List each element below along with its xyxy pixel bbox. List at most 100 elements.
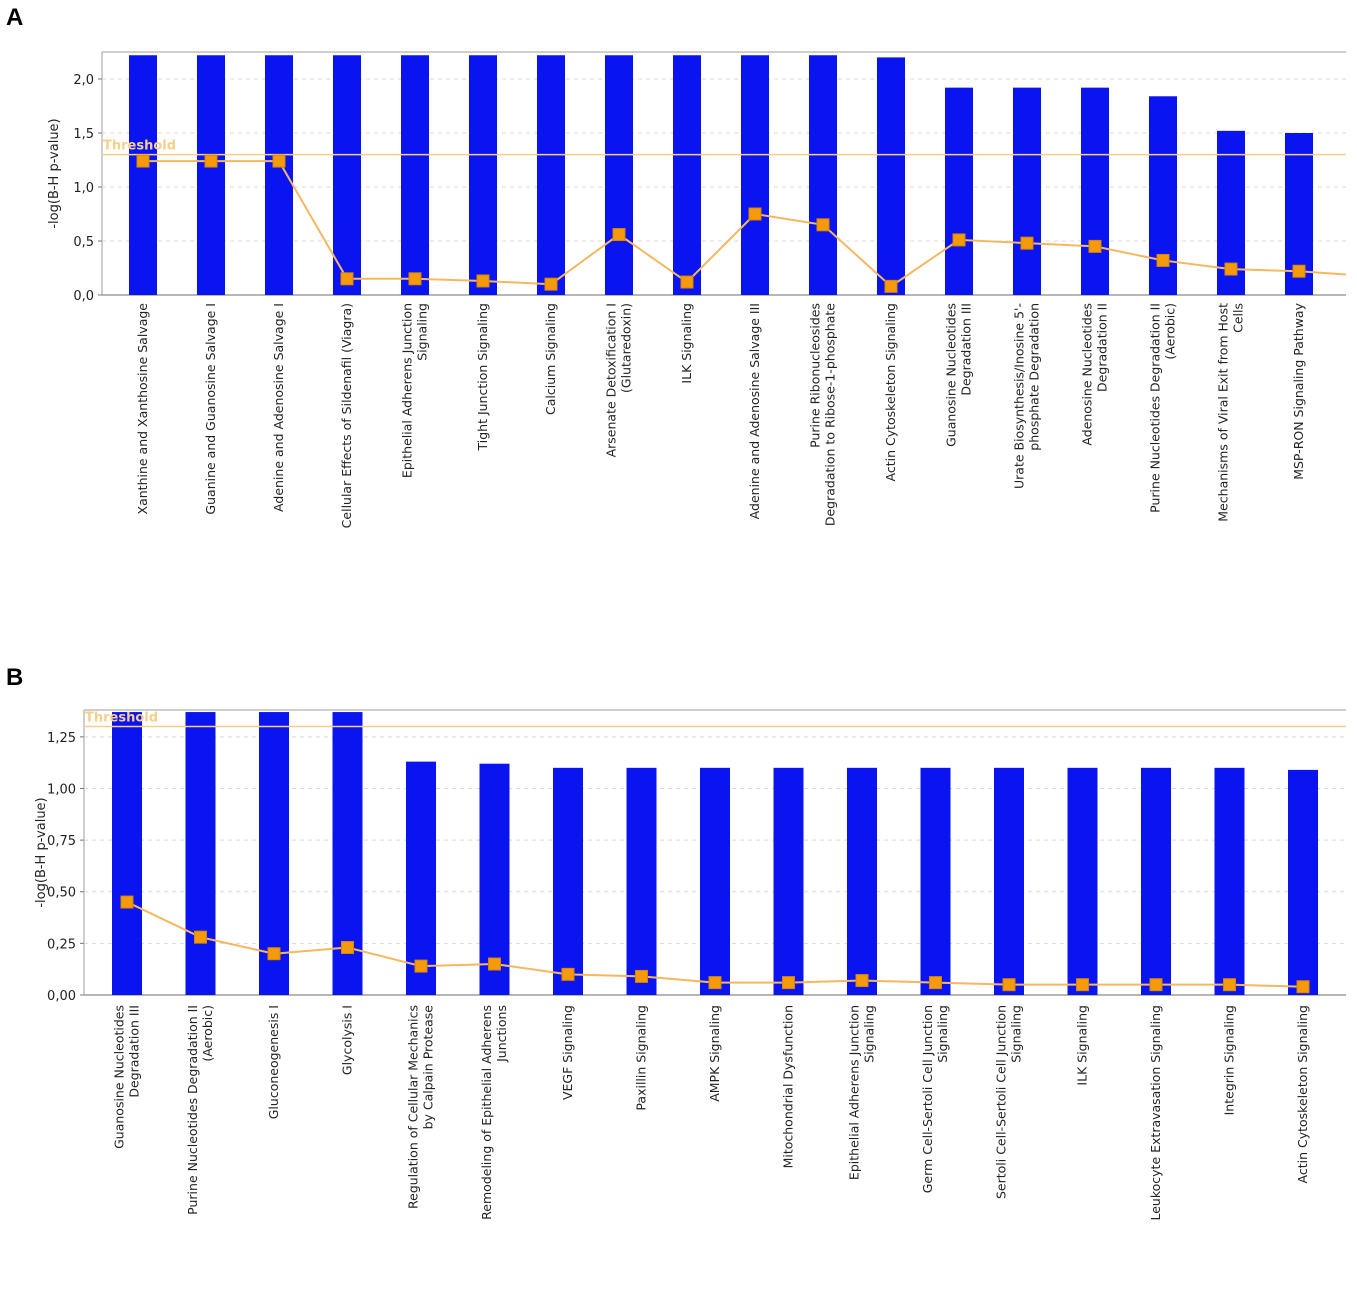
y-tick-label: 0,00 — [47, 989, 76, 1004]
category-label-line: Signaling — [935, 1005, 950, 1063]
category-label-line: Regulation of Cellular Mechanics — [406, 1005, 421, 1209]
ratio-marker — [340, 272, 354, 286]
ratio-marker — [680, 275, 694, 289]
ratio-marker — [561, 967, 575, 981]
bar — [406, 761, 436, 995]
bar — [1288, 769, 1318, 995]
bar — [265, 55, 293, 295]
ratio-marker — [855, 974, 869, 988]
bar — [847, 767, 877, 995]
category-label: VEGF Signaling — [560, 1005, 575, 1100]
bar — [605, 55, 633, 295]
ratio-marker — [1020, 236, 1034, 250]
category-label: Adenosine Nucleotides Degradation II — [1080, 303, 1110, 446]
category-label-line: Mechanisms of Viral Exit from Host — [1216, 303, 1231, 522]
bar — [333, 55, 361, 295]
category-label: AMPK Signaling — [707, 1005, 722, 1102]
category-label: Xanthine and Xanthosine Salvage — [135, 303, 150, 515]
category-label-line: Signaling — [1009, 1005, 1024, 1063]
bar — [1067, 767, 1098, 995]
category-label-line: Guanine and Guanosine Salvage I — [203, 303, 218, 515]
category-label-line: Adenine and Adenosine Salvage I — [271, 303, 286, 512]
bar — [1214, 767, 1245, 995]
category-label-line: (Glutaredoxin) — [619, 303, 634, 393]
ratio-marker — [120, 895, 134, 909]
ratio-marker — [884, 279, 898, 293]
category-label: Guanine and Guanosine Salvage I — [203, 303, 218, 515]
threshold-label: Threshold — [103, 139, 176, 154]
category-label: Remodeling of Epithelial Adherens Junctio… — [479, 1005, 509, 1220]
category-label: Actin Cytoskeleton Signaling — [883, 303, 898, 481]
y-tick-label: 0,25 — [47, 937, 76, 952]
bar — [945, 87, 973, 295]
ratio-marker — [488, 957, 501, 971]
bar — [877, 57, 905, 296]
ratio-marker — [408, 272, 422, 286]
category-label: Epithelial Adherens Junction Signaling — [847, 1005, 877, 1180]
category-label: Tight Junction Signaling — [475, 303, 490, 452]
category-label: Guanosine Nucleotides Degradation III — [944, 303, 974, 447]
category-label-line: Adenine and Adenosine Salvage III — [747, 303, 762, 519]
bar — [537, 55, 565, 295]
y-tick-label: 0,0 — [73, 289, 94, 304]
category-label: Purine Ribonucleosides Degradation to Rib… — [808, 303, 838, 526]
y-tick-label: 2,0 — [73, 73, 94, 88]
category-label: Adenine and Adenosine Salvage III — [747, 303, 762, 519]
ratio-marker — [1156, 253, 1170, 267]
bar — [553, 767, 583, 995]
ratio-marker — [204, 154, 218, 168]
category-label: Cellular Effects of Sildenafil (Viagra) — [339, 303, 354, 528]
y-tick-label: 1,0 — [73, 181, 94, 196]
y-axis-label: -log(B-H p-value) — [34, 797, 49, 907]
category-label-line: Leukocyte Extravasation Signaling — [1148, 1005, 1163, 1221]
bar — [401, 55, 429, 295]
y-axis-label: -log(B-H p-value) — [47, 118, 62, 228]
y-tick-label: 1,5 — [73, 127, 94, 142]
bar — [673, 55, 701, 295]
ratio-marker — [1292, 264, 1306, 278]
ratio-marker — [272, 154, 286, 168]
category-label-line: Remodeling of Epithelial Adherens — [479, 1005, 494, 1220]
ratio-marker — [816, 218, 830, 232]
category-label-line: Signaling — [415, 303, 430, 361]
category-label: Regulation of Cellular Mechanics by Calpa… — [406, 1005, 436, 1209]
ratio-marker — [929, 976, 942, 990]
bar — [479, 763, 510, 995]
category-label-line: Purine Nucleotides Degradation II — [1148, 303, 1163, 513]
category-label: Urate Biosynthesis/Inosine 5'- phosphate … — [1012, 303, 1042, 489]
bar — [129, 55, 157, 295]
ratio-marker — [136, 154, 150, 168]
category-label-line: (Aerobic) — [1163, 303, 1178, 360]
category-label: ILK Signaling — [679, 303, 694, 384]
category-label-line: Urate Biosynthesis/Inosine 5'- — [1012, 303, 1027, 489]
category-label-line: Degradation II — [1095, 303, 1110, 392]
category-label-line: Arsenate Detoxification I — [604, 303, 619, 457]
category-label-line: Guanosine Nucleotides — [944, 303, 959, 447]
threshold-label: Threshold — [85, 711, 158, 726]
ratio-marker — [952, 233, 966, 247]
category-label-line: Gluconeogenesis I — [266, 1005, 281, 1119]
bar — [197, 55, 225, 295]
ratio-marker — [544, 277, 558, 291]
ratio-marker — [612, 228, 626, 242]
category-label-line: Sertoli Cell-Sertoli Cell Junction — [994, 1005, 1009, 1199]
category-label-line: by Calpain Protease — [421, 1005, 436, 1130]
ratio-marker — [708, 976, 722, 990]
bar — [1013, 87, 1041, 295]
category-label-line: Epithelial Adherens Junction — [847, 1005, 862, 1180]
ratio-marker — [1002, 978, 1016, 992]
category-label-line: Calcium Signaling — [543, 303, 558, 415]
category-label: MSP-RON Signaling Pathway — [1291, 302, 1306, 479]
category-label-line: AMPK Signaling — [707, 1005, 722, 1102]
bar — [1081, 87, 1109, 295]
category-label-line: Actin Cytoskeleton Signaling — [883, 303, 898, 481]
category-label-line: ILK Signaling — [679, 303, 694, 384]
category-label-line: Junctions — [494, 1005, 509, 1063]
category-label-line: Degradation III — [959, 303, 974, 396]
category-label-line: Degradation to Ribose-1-phosphate — [823, 303, 838, 526]
chart-a: 0,0 0,5 1,0 1,5 2,0 -log(B-H p-value) Threshol… — [47, 51, 1347, 528]
bar — [700, 767, 730, 995]
y-tick-label: 0,5 — [73, 235, 94, 250]
category-label-line: Degradation III — [127, 1005, 142, 1098]
category-label: Actin Cytoskeleton Signaling — [1295, 1005, 1310, 1183]
